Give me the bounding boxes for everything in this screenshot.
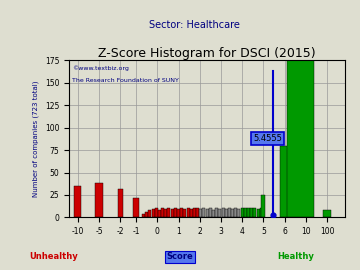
Bar — [161, 208, 164, 217]
Bar — [171, 209, 174, 217]
Bar — [257, 209, 260, 217]
Text: Score: Score — [167, 252, 193, 261]
Bar — [240, 208, 244, 217]
Bar — [190, 209, 193, 217]
Bar — [202, 208, 206, 217]
Bar — [212, 210, 215, 217]
Bar — [158, 210, 161, 217]
Text: Healthy: Healthy — [277, 252, 314, 261]
Y-axis label: Number of companies (723 total): Number of companies (723 total) — [33, 81, 40, 197]
Bar — [134, 198, 139, 217]
Bar — [193, 208, 196, 217]
Text: 5.4555: 5.4555 — [253, 134, 282, 143]
Bar — [238, 209, 240, 217]
Bar — [209, 208, 212, 217]
Bar — [219, 209, 221, 217]
Bar — [145, 212, 148, 217]
Bar — [261, 195, 265, 217]
Bar — [206, 209, 209, 217]
Bar — [155, 208, 158, 217]
Bar — [174, 208, 177, 217]
Bar — [215, 208, 218, 217]
Title: Z-Score Histogram for DSCI (2015): Z-Score Histogram for DSCI (2015) — [98, 48, 316, 60]
Bar — [74, 186, 81, 217]
Bar — [183, 209, 186, 217]
Bar — [221, 208, 225, 217]
Bar — [287, 60, 314, 217]
Bar — [152, 209, 154, 217]
Bar — [199, 209, 202, 217]
Bar — [234, 208, 237, 217]
Bar — [142, 214, 145, 217]
Bar — [244, 208, 247, 217]
Bar — [117, 189, 123, 217]
Bar — [164, 209, 167, 217]
Bar — [228, 208, 231, 217]
Bar — [253, 208, 256, 217]
Bar — [247, 208, 250, 217]
Text: ©www.textbiz.org: ©www.textbiz.org — [72, 65, 129, 71]
Bar — [177, 209, 180, 217]
Bar — [148, 210, 151, 217]
Bar — [196, 208, 199, 217]
Bar — [250, 208, 253, 217]
Bar — [167, 208, 170, 217]
Bar — [186, 208, 189, 217]
Bar — [323, 210, 331, 217]
Bar — [225, 209, 228, 217]
Bar — [260, 208, 263, 217]
Text: Sector: Healthcare: Sector: Healthcare — [149, 20, 240, 30]
Bar — [180, 208, 183, 217]
Text: Unhealthy: Unhealthy — [30, 252, 78, 261]
Bar — [231, 209, 234, 217]
Bar — [280, 146, 289, 217]
Text: The Research Foundation of SUNY: The Research Foundation of SUNY — [72, 78, 179, 83]
Bar — [95, 183, 103, 217]
